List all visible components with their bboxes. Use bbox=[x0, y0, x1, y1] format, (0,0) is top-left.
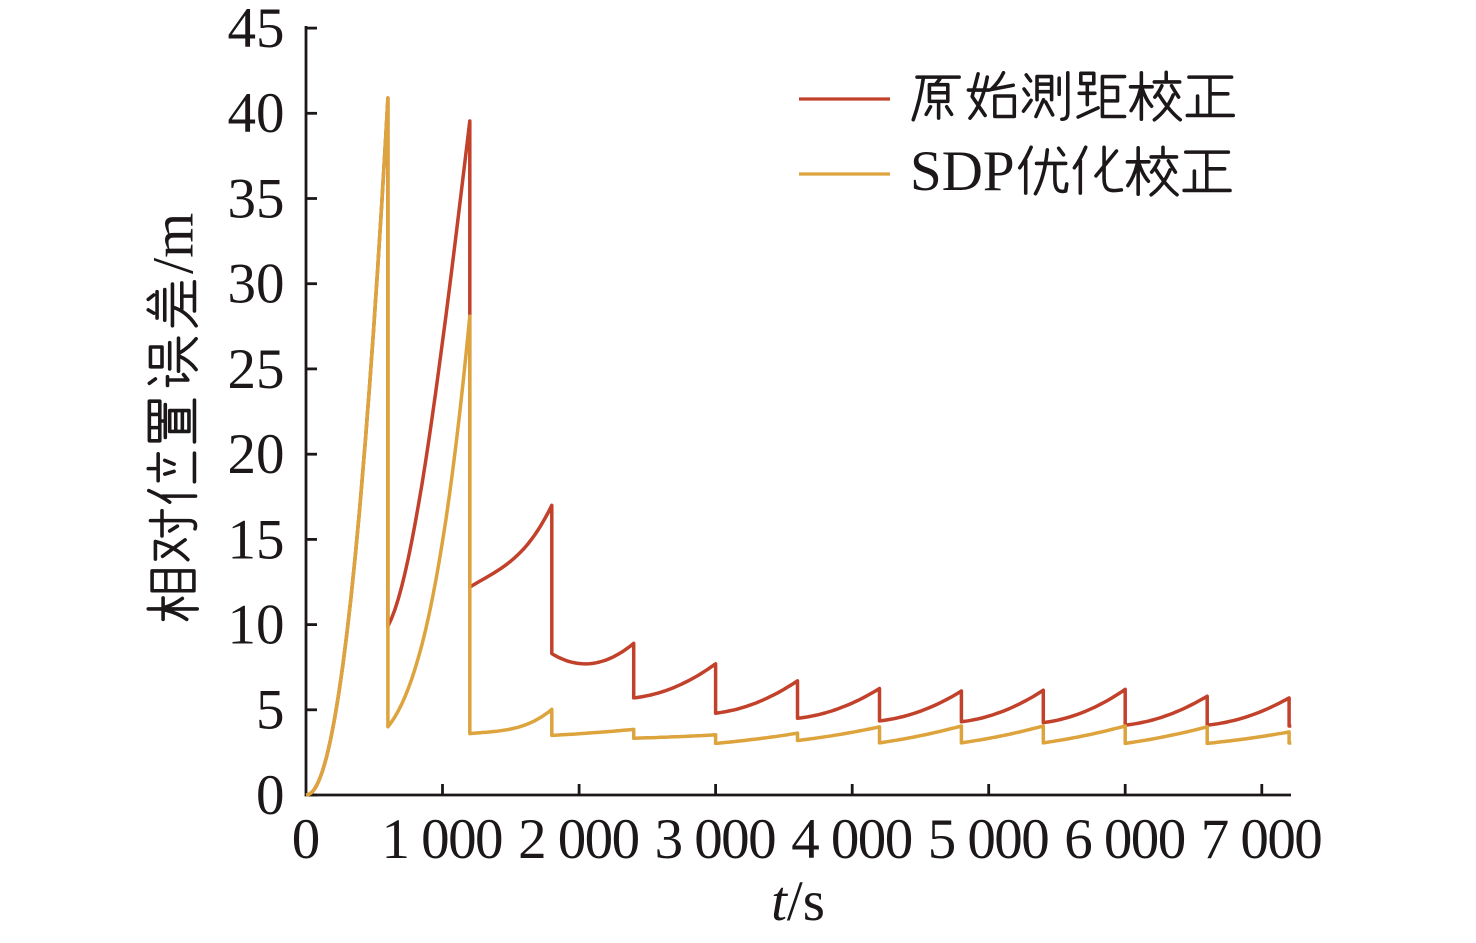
svg-text:20: 20 bbox=[228, 423, 285, 486]
svg-text:t/s: t/s bbox=[771, 870, 825, 933]
svg-text:15: 15 bbox=[228, 508, 285, 571]
svg-text:6 000: 6 000 bbox=[1064, 808, 1186, 871]
svg-text:4 000: 4 000 bbox=[791, 808, 913, 871]
svg-text:SDP: SDP bbox=[910, 140, 1015, 203]
svg-text:0: 0 bbox=[292, 808, 321, 871]
svg-text:5: 5 bbox=[256, 679, 285, 742]
svg-text:/m: /m bbox=[141, 213, 206, 274]
svg-text:5 000: 5 000 bbox=[928, 808, 1050, 871]
svg-text:45: 45 bbox=[228, 0, 285, 60]
svg-text:25: 25 bbox=[228, 338, 285, 401]
svg-text:7 000: 7 000 bbox=[1201, 808, 1323, 871]
svg-text:3 000: 3 000 bbox=[655, 808, 777, 871]
svg-text:1 000: 1 000 bbox=[382, 808, 504, 871]
svg-text:35: 35 bbox=[228, 167, 285, 230]
svg-text:40: 40 bbox=[228, 82, 285, 145]
svg-text:2 000: 2 000 bbox=[518, 808, 640, 871]
svg-text:10: 10 bbox=[228, 594, 285, 657]
svg-text:30: 30 bbox=[228, 253, 285, 316]
svg-text:0: 0 bbox=[256, 764, 285, 827]
